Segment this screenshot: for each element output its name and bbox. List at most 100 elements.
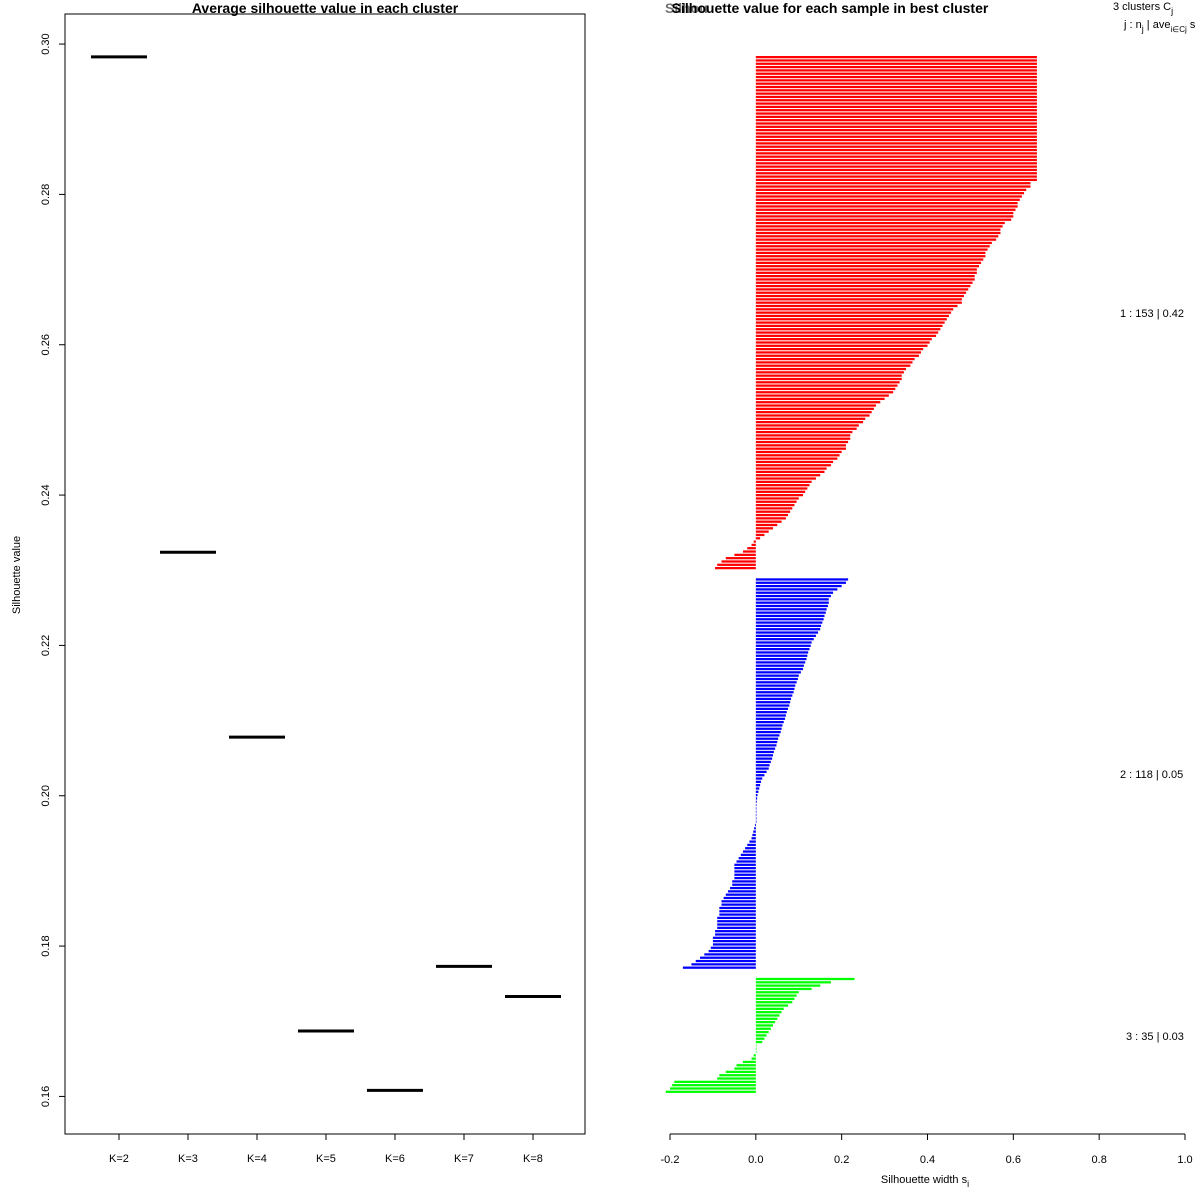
silhouette-bar-cluster-2 bbox=[755, 807, 757, 810]
silhouette-bar-cluster-2 bbox=[749, 840, 756, 843]
silhouette-bar-cluster-1 bbox=[755, 341, 930, 344]
silhouette-bar-cluster-1 bbox=[755, 490, 806, 493]
silhouette-bar-cluster-2 bbox=[719, 913, 756, 916]
silhouette-bar-cluster-3 bbox=[736, 1064, 756, 1067]
silhouette-bar-cluster-1 bbox=[742, 550, 756, 553]
silhouette-bar-cluster-2 bbox=[755, 691, 794, 694]
silhouette-bar-cluster-2 bbox=[755, 601, 829, 604]
silhouette-bar-cluster-1 bbox=[755, 397, 885, 401]
right-x-tick-label: 0.6 bbox=[1006, 1154, 1021, 1166]
silhouette-bar-cluster-1 bbox=[755, 407, 874, 410]
silhouette-bar-cluster-3 bbox=[755, 1030, 769, 1034]
silhouette-bar-cluster-2 bbox=[755, 711, 787, 714]
silhouette-bar-cluster-1 bbox=[755, 95, 1037, 99]
silhouette-bar-cluster-2 bbox=[755, 604, 828, 608]
silhouette-bar-cluster-2 bbox=[734, 867, 756, 870]
silhouette-bar-cluster-2 bbox=[755, 724, 783, 727]
silhouette-bar-cluster-3 bbox=[674, 1080, 756, 1083]
right-title-overlap-text: Silhou bbox=[665, 0, 708, 16]
silhouette-bar-cluster-1 bbox=[755, 484, 810, 487]
silhouette-bar-cluster-1 bbox=[755, 440, 849, 444]
left-y-tick-label: 0.20 bbox=[40, 785, 52, 806]
silhouette-bar-cluster-2 bbox=[700, 956, 756, 959]
silhouette-bar-cluster-1 bbox=[755, 129, 1037, 132]
silhouette-bar-cluster-1 bbox=[755, 168, 1037, 172]
silhouette-bar-cluster-1 bbox=[755, 374, 902, 377]
silhouette-bar-cluster-2 bbox=[755, 747, 776, 750]
silhouette-bar-cluster-1 bbox=[755, 331, 939, 334]
silhouette-bar-cluster-1 bbox=[755, 354, 919, 357]
left-y-axis-label: Silhouette value bbox=[11, 536, 23, 614]
silhouette-bar-cluster-2 bbox=[755, 734, 780, 737]
silhouette-bar-cluster-1 bbox=[755, 318, 947, 321]
silhouette-bar-cluster-1 bbox=[755, 211, 1014, 215]
silhouette-bar-cluster-3 bbox=[665, 1090, 756, 1093]
silhouette-bar-cluster-1 bbox=[755, 221, 1005, 225]
silhouette-bar-cluster-2 bbox=[755, 674, 799, 677]
silhouette-bar-cluster-1 bbox=[755, 85, 1037, 89]
silhouette-bar-cluster-2 bbox=[755, 764, 770, 767]
silhouette-bar-cluster-2 bbox=[745, 847, 756, 850]
silhouette-bar-cluster-2 bbox=[755, 780, 761, 783]
silhouette-bar-cluster-2 bbox=[755, 641, 812, 644]
silhouette-bar-cluster-1 bbox=[755, 377, 902, 381]
silhouette-bar-cluster-1 bbox=[755, 520, 782, 523]
silhouette-bar-cluster-1 bbox=[755, 351, 922, 354]
silhouette-bar-cluster-1 bbox=[755, 195, 1022, 198]
silhouette-bar-cluster-1 bbox=[755, 417, 866, 420]
silhouette-bar-cluster-1 bbox=[755, 503, 795, 507]
silhouette-bar-cluster-2 bbox=[717, 926, 756, 929]
silhouette-bar-cluster-2 bbox=[755, 767, 769, 770]
silhouette-bar-cluster-1 bbox=[755, 79, 1037, 82]
silhouette-bar-cluster-2 bbox=[736, 860, 756, 863]
silhouette-bar-cluster-1 bbox=[755, 470, 825, 474]
silhouette-bar-cluster-2 bbox=[691, 963, 756, 966]
silhouette-bar-cluster-1 bbox=[755, 421, 864, 424]
silhouette-bar-cluster-2 bbox=[715, 930, 756, 933]
silhouette-bar-cluster-3 bbox=[755, 1017, 778, 1020]
silhouette-bar-cluster-1 bbox=[755, 248, 988, 251]
left-x-tick-label: K=8 bbox=[523, 1153, 543, 1165]
silhouette-bar-cluster-2 bbox=[755, 661, 806, 664]
silhouette-bar-cluster-2 bbox=[755, 638, 814, 641]
silhouette-bar-cluster-2 bbox=[755, 598, 829, 601]
silhouette-bar-cluster-2 bbox=[755, 820, 757, 823]
silhouette-bar-cluster-3 bbox=[755, 1027, 771, 1030]
silhouette-bar-cluster-1 bbox=[755, 241, 992, 245]
silhouette-bar-cluster-2 bbox=[755, 727, 782, 730]
cluster-header-line2: j : nj | avei∈Cj s bbox=[1123, 19, 1196, 34]
silhouette-bar-cluster-1 bbox=[717, 563, 756, 566]
silhouette-bar-cluster-2 bbox=[747, 843, 756, 847]
silhouette-bar-cluster-1 bbox=[755, 165, 1037, 168]
silhouette-bar-cluster-1 bbox=[755, 348, 924, 351]
silhouette-bar-cluster-1 bbox=[755, 298, 962, 301]
silhouette-bar-cluster-3 bbox=[725, 1070, 756, 1074]
right-cluster-labels: 1 : 153 | 0.42 2 : 118 | 0.05 3 : 35 | 0.0… bbox=[1120, 308, 1184, 1043]
right-silhouette-bars bbox=[665, 56, 1037, 1093]
silhouette-bar-cluster-1 bbox=[755, 255, 986, 258]
silhouette-bar-cluster-1 bbox=[755, 162, 1037, 165]
silhouette-bar-cluster-2 bbox=[732, 883, 756, 886]
silhouette-bar-cluster-1 bbox=[755, 301, 962, 304]
silhouette-bar-cluster-2 bbox=[734, 863, 756, 866]
silhouette-bar-cluster-1 bbox=[755, 291, 967, 294]
silhouette-bar-cluster-1 bbox=[755, 288, 969, 291]
silhouette-bar-cluster-2 bbox=[755, 777, 763, 780]
silhouette-bar-cluster-2 bbox=[712, 943, 756, 946]
silhouette-bar-cluster-1 bbox=[755, 427, 857, 430]
silhouette-bar-cluster-2 bbox=[755, 644, 811, 647]
silhouette-bar-cluster-1 bbox=[755, 294, 964, 298]
right-x-tick-label: 0.0 bbox=[748, 1154, 763, 1166]
right-x-tick-label: -0.2 bbox=[661, 1154, 680, 1166]
silhouette-bar-cluster-1 bbox=[755, 172, 1037, 175]
silhouette-bar-cluster-2 bbox=[755, 618, 824, 621]
silhouette-bar-cluster-2 bbox=[755, 608, 827, 611]
left-x-tick-label: K=5 bbox=[316, 1153, 336, 1165]
silhouette-bar-cluster-1 bbox=[755, 142, 1037, 145]
silhouette-bar-cluster-2 bbox=[755, 584, 842, 588]
silhouette-bar-cluster-1 bbox=[755, 517, 786, 520]
silhouette-bar-cluster-1 bbox=[755, 454, 840, 457]
silhouette-bar-cluster-1 bbox=[755, 450, 842, 454]
silhouette-bar-cluster-1 bbox=[755, 185, 1031, 188]
silhouette-bar-cluster-2 bbox=[755, 744, 777, 747]
